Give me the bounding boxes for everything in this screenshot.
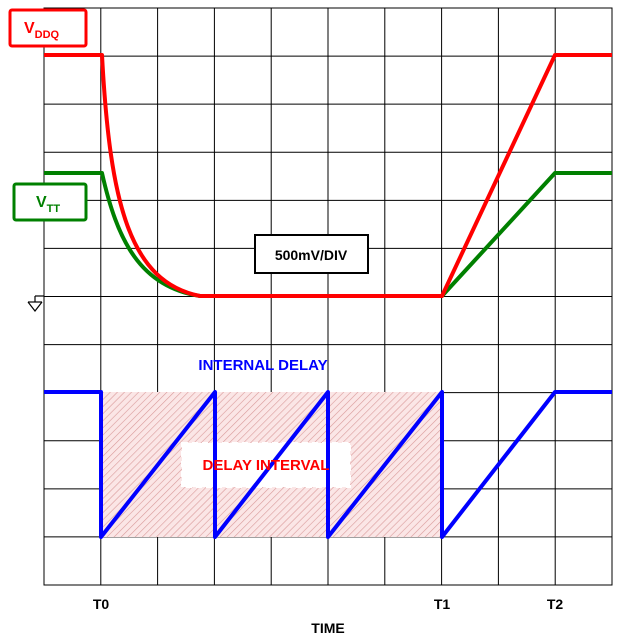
vtt-label: VTT [36,194,60,215]
t1-label: T1 [434,596,451,612]
vtt-label-box [12,182,88,222]
internal-delay-waveform [44,390,612,539]
time-axis-label: TIME [311,620,344,636]
internal-delay-label: INTERNAL DELAY [198,357,327,374]
delay-interval-label: DELAY INTERVAL [203,457,330,474]
scale-label-box [254,234,369,274]
ground-icon [27,295,44,312]
t2-label: T2 [547,596,564,612]
vddq-label-box [8,8,88,48]
vddq-waveform [44,53,612,298]
delay-interval-label-bg [182,443,350,487]
t0-label: T0 [93,596,110,612]
scale-label: 500mV/DIV [275,247,348,263]
vddq-label: VDDQ [24,20,60,41]
delay-interval-label-frame [181,442,351,488]
